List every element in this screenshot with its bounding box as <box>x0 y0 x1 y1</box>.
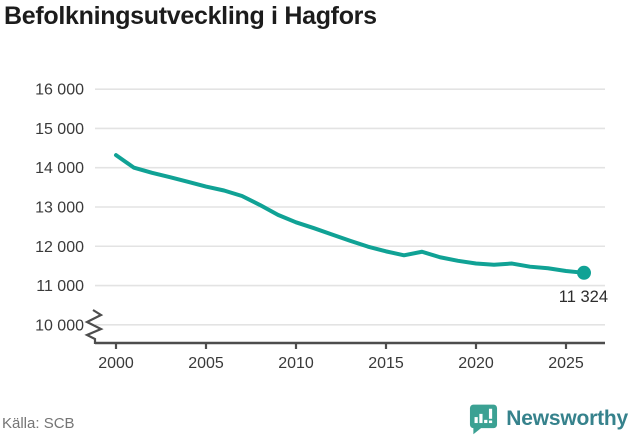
logo-exclamation-dot <box>489 420 493 424</box>
population-line <box>114 153 586 275</box>
x-tick-label: 2015 <box>368 355 404 372</box>
x-tick-label: 2020 <box>458 355 494 372</box>
logo-bar-short <box>474 417 479 424</box>
chart-title: Befolkningsutveckling i Hagfors <box>4 2 377 30</box>
y-tick-label: 15 000 <box>35 121 84 138</box>
last-value-label: 11 324 <box>559 288 608 306</box>
y-tick-label: 14 000 <box>35 160 84 177</box>
brand-name: Newsworthy <box>506 407 628 430</box>
source-label: Källa: SCB <box>2 415 75 432</box>
x-tick-label: 2025 <box>548 355 584 372</box>
logo-bar-medium <box>479 413 483 424</box>
x-tick-label: 2005 <box>188 355 224 372</box>
logo-exclamation-bar <box>489 408 493 419</box>
y-tick-label: 16 000 <box>35 82 84 99</box>
x-tick-label: 2000 <box>98 355 134 372</box>
last-point-marker <box>577 265 591 280</box>
newsworthy-logo-icon <box>470 404 498 435</box>
axis-break-icon <box>84 309 104 344</box>
population-line-chart: 16 000 15 000 14 000 13 000 12 000 11 000 10 0… <box>35 82 608 372</box>
x-tick-label: 2010 <box>278 355 314 372</box>
y-tick-label: 11 000 <box>36 278 84 295</box>
logo-dot <box>484 419 488 424</box>
y-tick-label: 12 000 <box>35 239 84 256</box>
newsworthy-logo[interactable]: Newsworthy <box>468 403 628 435</box>
y-tick-label: 10 000 <box>35 317 84 334</box>
y-tick-label: 13 000 <box>35 199 84 216</box>
